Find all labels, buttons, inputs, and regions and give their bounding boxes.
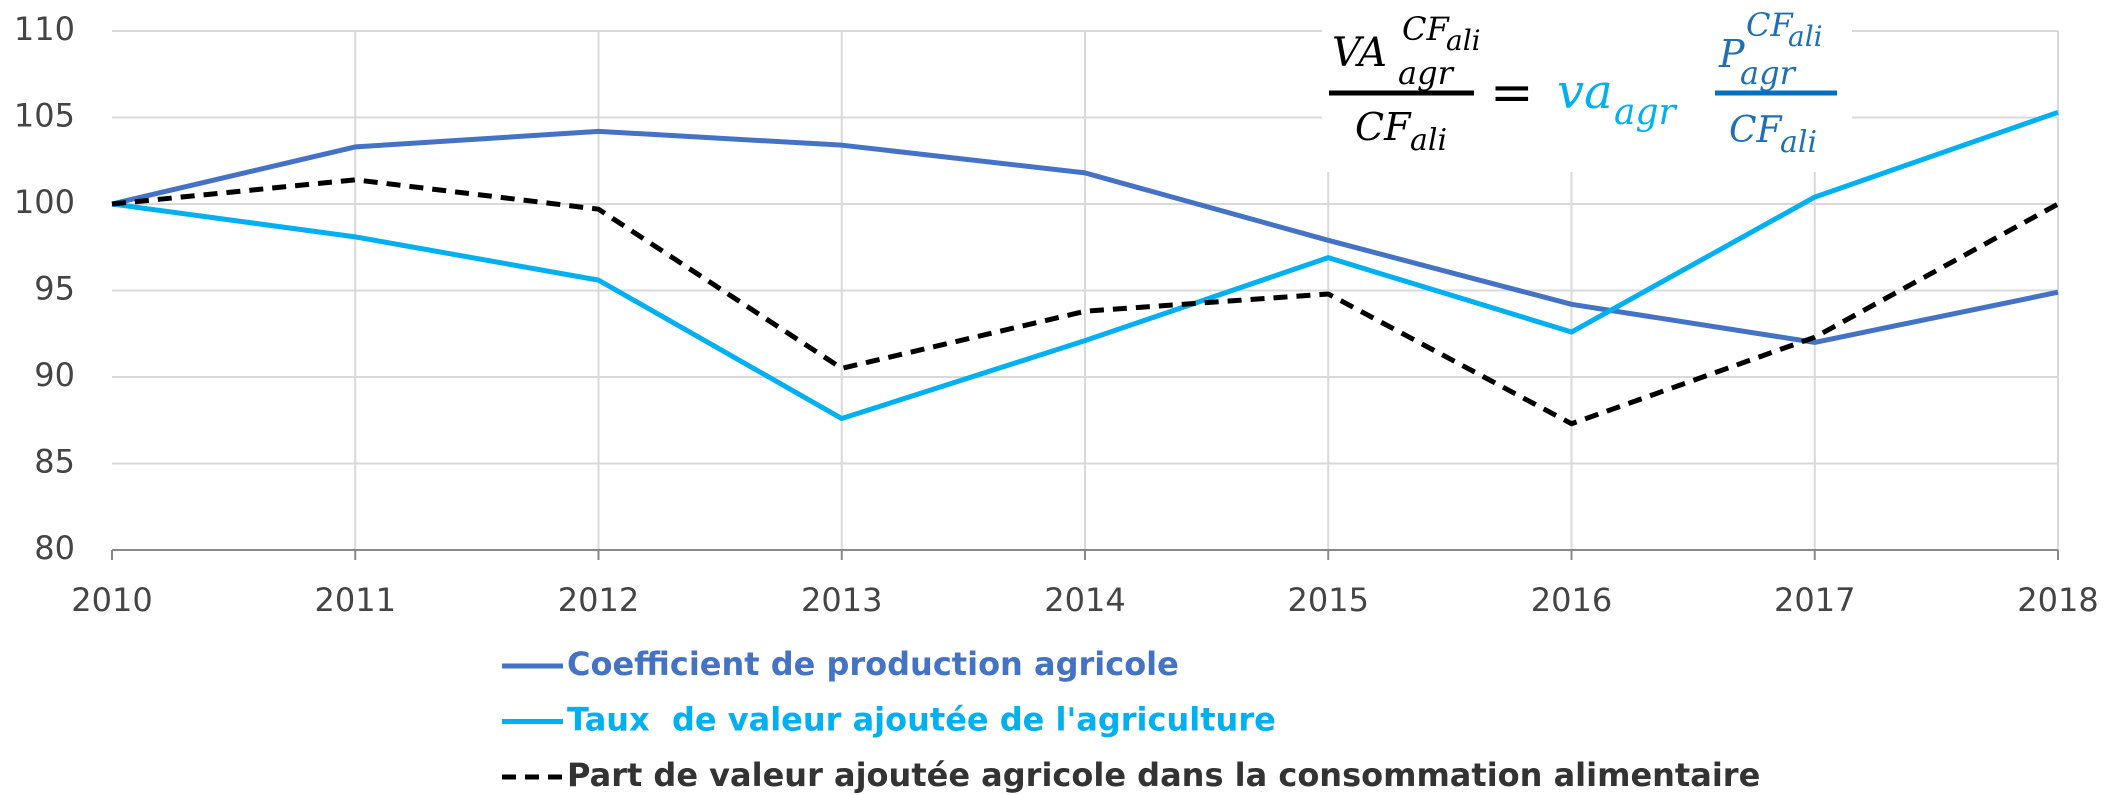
y-tick-label: 90 bbox=[34, 356, 75, 394]
formula-text: P bbox=[1718, 32, 1746, 76]
series-line bbox=[111, 128, 2059, 345]
x-tick-label: 2013 bbox=[801, 581, 882, 619]
y-tick-label: 110 bbox=[14, 10, 75, 48]
grid bbox=[111, 30, 2059, 560]
series-line bbox=[111, 177, 2060, 427]
y-tick-label: 80 bbox=[34, 529, 75, 567]
lines bbox=[111, 109, 2060, 427]
annotation-background bbox=[1322, 0, 1852, 172]
formula-text: agr bbox=[1614, 92, 1678, 133]
formula-text: ali bbox=[1446, 24, 1481, 57]
y-tick-label: 85 bbox=[34, 443, 75, 481]
x-tick-label: 2016 bbox=[1531, 581, 1612, 619]
x-tick-label: 2014 bbox=[1044, 581, 1125, 619]
legend-label: Taux de valeur ajoutée de l'agriculture bbox=[567, 701, 1276, 739]
y-tick-label: 100 bbox=[14, 183, 75, 221]
formula-text: agr bbox=[1398, 54, 1455, 92]
formula-text: CF bbox=[1729, 110, 1784, 151]
formula-text: ali bbox=[1780, 125, 1817, 160]
x-tick-label: 2015 bbox=[1288, 581, 1369, 619]
formula-text: CF bbox=[1746, 6, 1794, 44]
formula-text: ali bbox=[1410, 123, 1447, 158]
formula-text: CF bbox=[1355, 105, 1412, 149]
series-line bbox=[111, 109, 2059, 422]
x-tick-label: 2011 bbox=[315, 581, 396, 619]
x-tick-label: 2012 bbox=[558, 581, 639, 619]
formula-text: va bbox=[1557, 64, 1613, 120]
x-tick-label: 2010 bbox=[71, 581, 152, 619]
formula: VA agr CF ali CF ali = va agr P agr CF a… bbox=[1329, 6, 1837, 160]
formula-text: = bbox=[1490, 63, 1534, 123]
legend-label: Part de valeur ajoutée agricole dans la … bbox=[567, 756, 1760, 794]
labels: 80 85 90 95 100 105 110 2010 2011 2012 2013 2014 201… bbox=[14, 10, 2099, 619]
x-tick-label: 2017 bbox=[1774, 581, 1855, 619]
legend-label: Coefficient de production agricole bbox=[567, 645, 1179, 683]
legend: Coefficient de production agricole Taux d… bbox=[502, 645, 1760, 794]
formula-text: ali bbox=[1788, 20, 1823, 53]
formula-text: CF bbox=[1402, 10, 1450, 48]
formula-text: VA bbox=[1332, 30, 1387, 76]
y-tick-label: 105 bbox=[14, 97, 75, 135]
x-tick-label: 2018 bbox=[2017, 581, 2098, 619]
y-tick-label: 95 bbox=[34, 270, 75, 308]
formula-text: agr bbox=[1740, 54, 1797, 92]
